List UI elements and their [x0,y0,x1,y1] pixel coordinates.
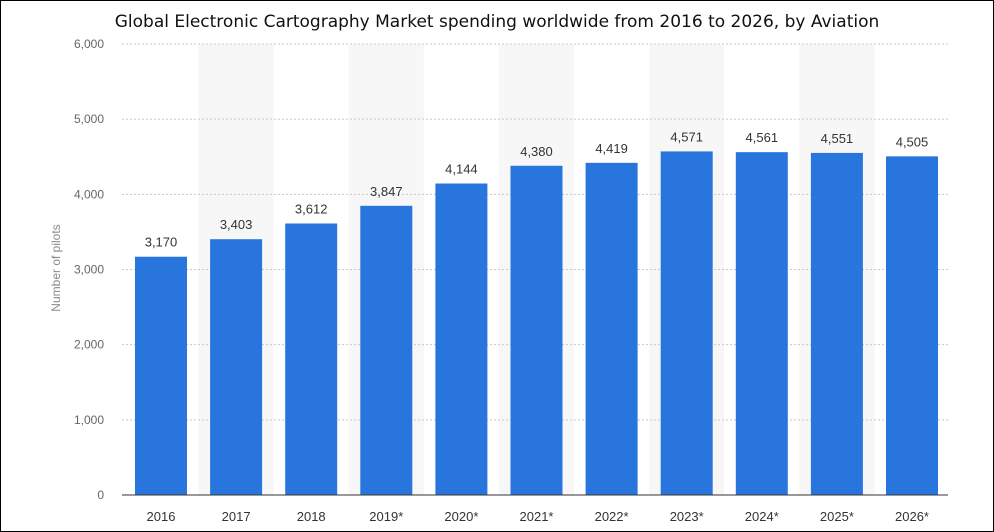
value-label-2024*: 4,561 [746,130,779,145]
x-tick-label-2019*: 2019* [369,509,403,524]
y-tick-label: 0 [97,488,104,502]
y-tick-label: 5,000 [74,112,104,126]
bar-2023* [660,151,713,496]
y-tick-label: 6,000 [74,37,104,51]
bar-2019* [360,205,413,495]
y-tick-label: 1,000 [74,413,104,427]
bar-2017 [210,239,263,495]
bar-2022* [585,162,638,495]
x-tick-label-2025*: 2025* [820,509,854,524]
bar-2026* [886,156,938,496]
x-tick-label-2017: 2017 [222,509,251,524]
x-tick-label-2022*: 2022* [595,509,629,524]
value-label-2018: 3,612 [295,201,328,216]
bar-2016 [135,256,187,495]
x-tick-label-2016: 2016 [147,509,176,524]
bar-2021* [510,165,563,495]
x-tick-labels: 2016 2017 2018 2019* 2020* 2021* 2022* 2023* 202… [147,509,929,524]
y-tick-label: 3,000 [74,263,104,277]
x-tick-label-2018: 2018 [297,509,326,524]
bar-2025* [810,152,863,495]
y-tick-label: 4,000 [74,187,104,201]
value-label-2017: 3,403 [220,217,253,232]
value-label-2025*: 4,551 [821,131,854,146]
bar-2020* [435,183,488,495]
y-tick-labels: 0 1,000 2,000 3,000 4,000 5,000 6,000 [74,37,104,502]
x-tick-label-2023*: 2023* [670,509,704,524]
bars [135,151,938,496]
value-labels: 3,170 3,403 3,612 3,847 4,144 4,380 4,419 4,571… [145,129,929,249]
value-label-2020*: 4,144 [445,162,478,177]
value-label-2022*: 4,419 [595,141,628,156]
x-tick-label-2026*: 2026* [895,509,929,524]
x-tick-label-2020*: 2020* [444,509,478,524]
value-label-2021*: 4,380 [520,144,553,159]
x-tick-label-2021*: 2021* [520,509,554,524]
value-label-2026*: 4,505 [896,134,929,149]
chart-title: Global Electronic Cartography Market spe… [114,12,880,32]
bar-2024* [735,152,788,495]
x-tick-label-2024*: 2024* [745,509,779,524]
value-label-2023*: 4,571 [670,129,703,144]
bar-2018 [285,223,338,496]
value-label-2016: 3,170 [145,235,178,250]
value-label-2019*: 3,847 [370,184,403,199]
y-tick-label: 2,000 [74,338,104,352]
